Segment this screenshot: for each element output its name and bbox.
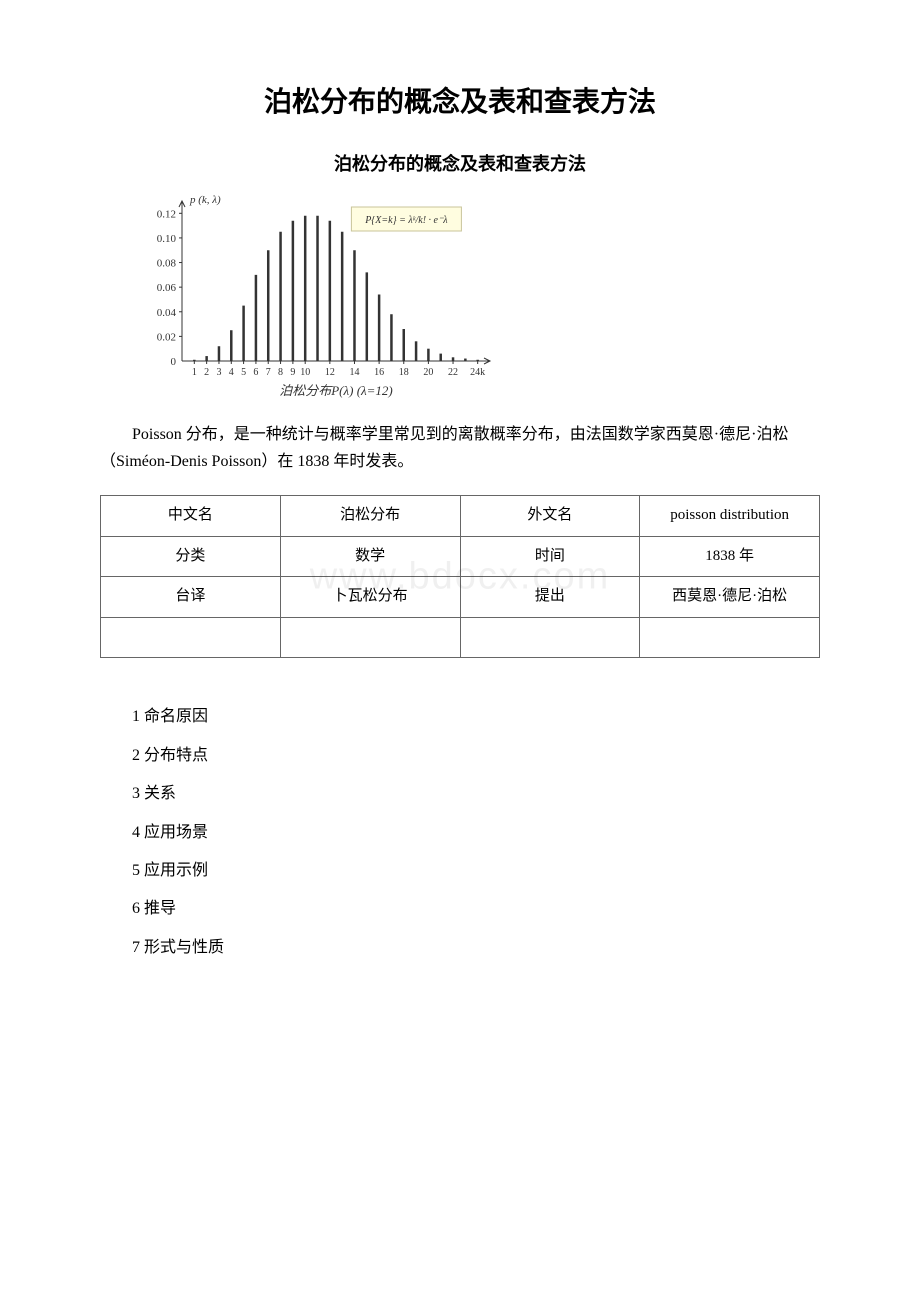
table-cell: 外文名	[460, 496, 640, 537]
table-row: 台译卜瓦松分布提出西莫恩·德尼·泊松	[101, 577, 820, 618]
svg-text:0.08: 0.08	[157, 258, 177, 270]
toc-item: 1 命名原因	[100, 698, 820, 736]
info-table-wrap: 中文名泊松分布外文名poisson distribution分类数学时间1838…	[100, 495, 820, 658]
page-subtitle: 泊松分布的概念及表和查表方法	[100, 150, 820, 176]
table-cell: 数学	[280, 536, 460, 577]
svg-text:泊松分布P(λ) (λ=12): 泊松分布P(λ) (λ=12)	[279, 383, 393, 398]
table-row: 分类数学时间1838 年	[101, 536, 820, 577]
svg-text:14: 14	[349, 367, 359, 378]
table-cell	[101, 617, 281, 658]
table-cell: 卜瓦松分布	[280, 577, 460, 618]
table-cell	[460, 617, 640, 658]
table-cell: 提出	[460, 577, 640, 618]
table-of-contents: 1 命名原因2 分布特点3 关系4 应用场景5 应用示例6 推导7 形式与性质	[100, 698, 820, 967]
poisson-chart: p (k, λ)00.020.040.060.080.100.121234567…	[140, 191, 820, 401]
svg-text:9: 9	[290, 367, 295, 378]
svg-text:2: 2	[204, 367, 209, 378]
svg-text:0.02: 0.02	[157, 331, 176, 343]
svg-text:12: 12	[325, 367, 335, 378]
table-cell: 时间	[460, 536, 640, 577]
svg-text:0.10: 0.10	[157, 233, 177, 245]
svg-text:0.12: 0.12	[157, 208, 176, 220]
table-cell: 1838 年	[640, 536, 820, 577]
svg-text:5: 5	[241, 367, 246, 378]
svg-text:24k: 24k	[470, 367, 485, 378]
svg-text:p (k, λ): p (k, λ)	[189, 194, 221, 206]
toc-item: 6 推导	[100, 890, 820, 928]
svg-text:0: 0	[171, 356, 177, 368]
intro-paragraph: Poisson 分布，是一种统计与概率学里常见到的离散概率分布，由法国数学家西莫…	[100, 421, 820, 475]
page-title: 泊松分布的概念及表和查表方法	[100, 80, 820, 120]
info-table: 中文名泊松分布外文名poisson distribution分类数学时间1838…	[100, 495, 820, 658]
toc-item: 2 分布特点	[100, 737, 820, 775]
svg-text:20: 20	[423, 367, 433, 378]
svg-text:4: 4	[229, 367, 234, 378]
toc-item: 5 应用示例	[100, 852, 820, 890]
svg-text:0.06: 0.06	[157, 282, 177, 294]
table-cell: 台译	[101, 577, 281, 618]
svg-text:8: 8	[278, 367, 283, 378]
svg-text:10: 10	[300, 367, 310, 378]
svg-text:P{X=k} = λᵏ/k! · e⁻λ: P{X=k} = λᵏ/k! · e⁻λ	[364, 215, 448, 226]
table-row	[101, 617, 820, 658]
toc-item: 7 形式与性质	[100, 929, 820, 967]
table-cell: 泊松分布	[280, 496, 460, 537]
table-cell: 西莫恩·德尼·泊松	[640, 577, 820, 618]
table-cell	[280, 617, 460, 658]
table-cell: poisson distribution	[640, 496, 820, 537]
svg-text:6: 6	[253, 367, 258, 378]
svg-text:7: 7	[266, 367, 271, 378]
table-cell: 中文名	[101, 496, 281, 537]
svg-text:1: 1	[192, 367, 197, 378]
table-row: 中文名泊松分布外文名poisson distribution	[101, 496, 820, 537]
toc-item: 4 应用场景	[100, 814, 820, 852]
table-cell	[640, 617, 820, 658]
toc-item: 3 关系	[100, 775, 820, 813]
svg-text:3: 3	[216, 367, 221, 378]
svg-text:18: 18	[399, 367, 409, 378]
svg-text:22: 22	[448, 367, 458, 378]
table-cell: 分类	[101, 536, 281, 577]
svg-text:16: 16	[374, 367, 384, 378]
svg-text:0.04: 0.04	[157, 307, 177, 319]
